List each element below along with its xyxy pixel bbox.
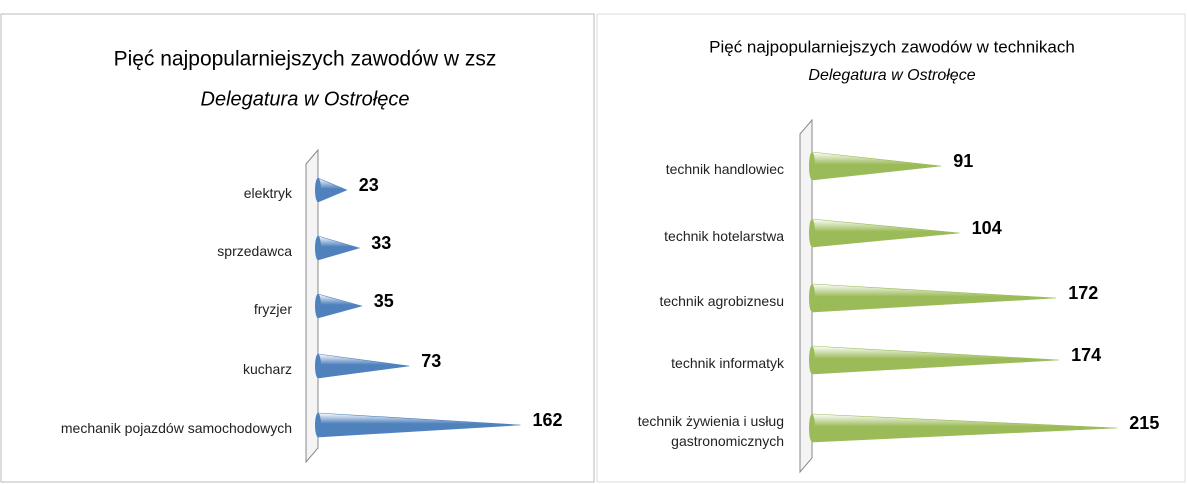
cone-base	[809, 152, 815, 180]
category-label: technik agrobiznesu	[659, 293, 784, 309]
chart-title: Pięć najpopularniejszych zawodów w techn…	[709, 37, 1075, 56]
category-label: sprzedawca	[217, 243, 292, 259]
cone-bar	[811, 283, 1057, 313]
cone-base	[315, 413, 321, 437]
cone-bar	[317, 177, 348, 203]
right-panel	[596, 13, 1186, 483]
cone-bar	[317, 235, 361, 261]
value-label: 104	[972, 218, 1002, 238]
cone-bar	[811, 151, 942, 181]
cone-base	[315, 236, 321, 260]
chart-title: Pięć najpopularniejszych zawodów w zsz	[114, 48, 497, 71]
cone-base	[809, 219, 815, 247]
cone-base	[809, 346, 815, 374]
cone-base	[809, 414, 815, 442]
chart-subtitle: Delegatura w Ostrołęce	[808, 67, 975, 84]
category-label: technik hotelarstwa	[664, 228, 784, 244]
category-label: elektryk	[243, 185, 292, 201]
value-label: 162	[533, 410, 563, 430]
category-label: technik żywienia i usług gastronomicznyc…	[637, 413, 784, 449]
cone-bar	[317, 293, 363, 319]
cone-bar	[811, 345, 1060, 375]
left-panel	[0, 13, 595, 483]
category-label: technik informatyk	[671, 355, 784, 371]
wall	[799, 118, 813, 474]
value-label: 91	[953, 151, 973, 171]
cone-bar	[317, 353, 410, 379]
value-label: 215	[1129, 413, 1159, 433]
cone-base	[315, 294, 321, 318]
cone-base	[315, 354, 321, 378]
cone-base	[809, 284, 815, 312]
category-label: mechanik pojazdów samochodowych	[60, 420, 292, 436]
value-label: 33	[371, 233, 391, 253]
value-label: 174	[1071, 345, 1101, 365]
value-label: 172	[1068, 283, 1098, 303]
cone-bar	[811, 413, 1118, 443]
cone-bar	[317, 412, 521, 438]
cone-bar	[811, 218, 960, 248]
value-label: 23	[359, 175, 379, 195]
category-label: kucharz	[242, 361, 292, 377]
wall	[305, 148, 319, 464]
chart-subtitle: Delegatura w Ostrołęce	[201, 88, 410, 110]
value-label: 35	[374, 291, 394, 311]
cone-base	[315, 178, 321, 202]
value-label: 73	[421, 351, 441, 371]
category-label: technik handlowiec	[665, 161, 784, 177]
category-label: fryzjer	[253, 301, 292, 317]
